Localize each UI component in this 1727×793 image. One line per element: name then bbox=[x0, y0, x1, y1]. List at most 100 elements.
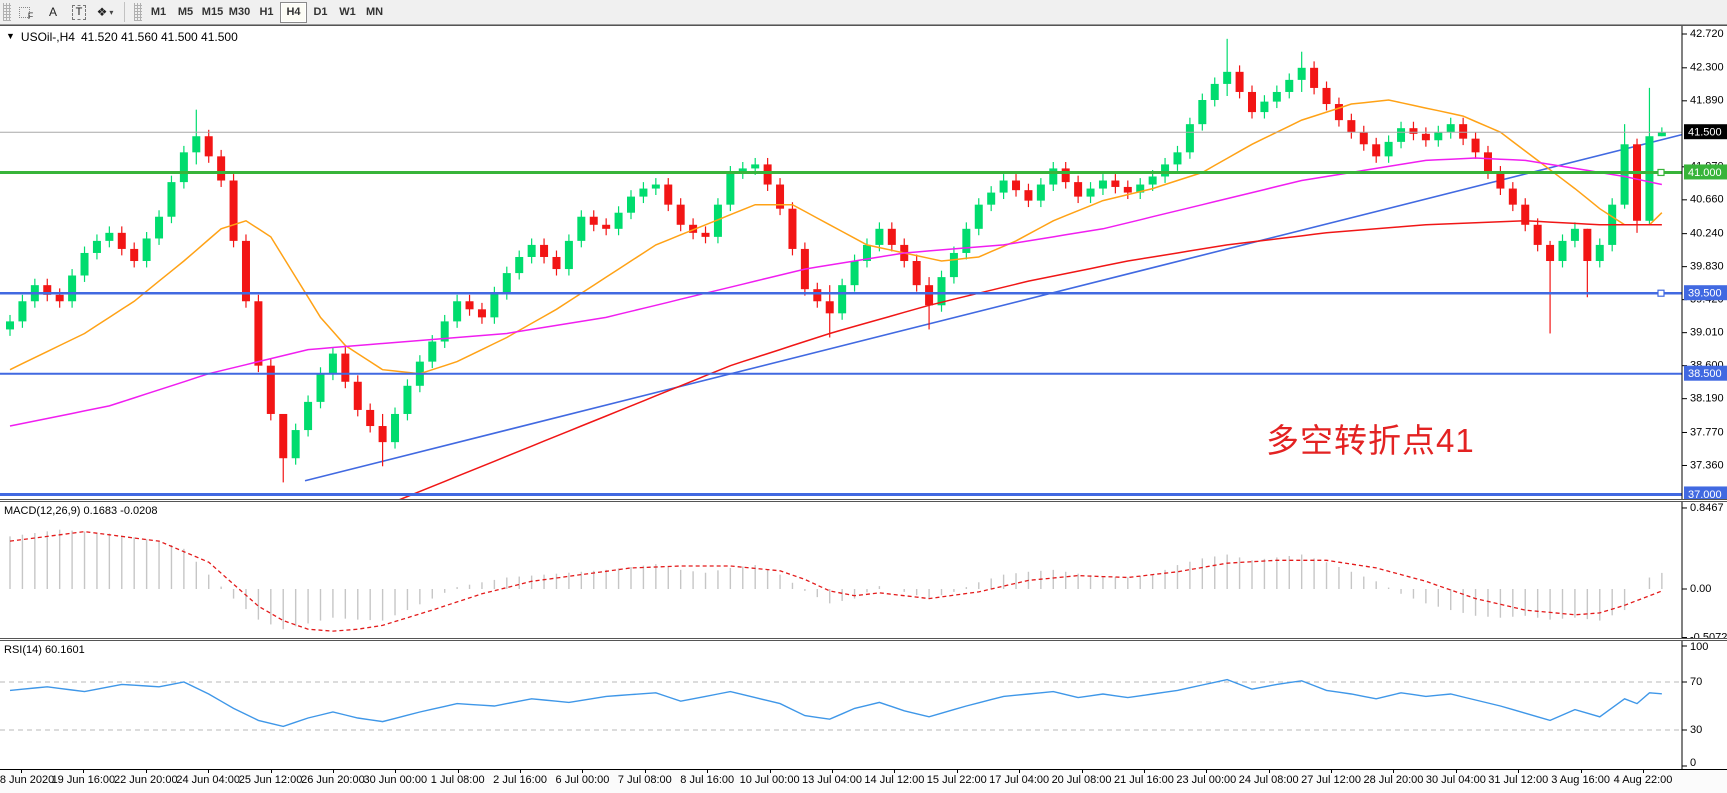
candle-body bbox=[366, 409, 375, 427]
time-label: 1 Jul 08:00 bbox=[430, 774, 485, 786]
candle-body bbox=[564, 240, 573, 270]
candle-body bbox=[1297, 67, 1306, 80]
price-badge-label: 39.500 bbox=[1688, 288, 1722, 300]
candle-body bbox=[1272, 91, 1281, 102]
toolbar-grip[interactable] bbox=[3, 3, 11, 21]
candle-body bbox=[1260, 101, 1269, 113]
timeframe-button-h1[interactable]: H1 bbox=[259, 6, 274, 18]
candle-body bbox=[266, 365, 275, 414]
timeframe-button-m30[interactable]: M30 bbox=[228, 6, 251, 18]
level-handle-39.500[interactable] bbox=[1657, 289, 1665, 297]
candle-body bbox=[1086, 188, 1095, 197]
candle-body bbox=[1210, 83, 1219, 101]
candles bbox=[6, 38, 1666, 483]
candle-body bbox=[403, 385, 412, 414]
candle-body bbox=[1595, 244, 1604, 262]
ma-slow-red[interactable] bbox=[10, 220, 1662, 500]
candle-body bbox=[813, 289, 822, 302]
candle-body bbox=[1496, 172, 1505, 189]
trendline[interactable] bbox=[304, 133, 1683, 482]
time-label: 21 Jul 16:00 bbox=[1113, 774, 1174, 786]
time-label: 3 Aug 16:00 bbox=[1551, 774, 1610, 786]
price-tick-label: 38.190 bbox=[1690, 393, 1724, 405]
timeframe-button-m5[interactable]: M5 bbox=[177, 6, 194, 18]
cursor-glyph: ❖ bbox=[96, 5, 108, 19]
ma-fast-orange[interactable] bbox=[9, 99, 1663, 375]
time-label: 24 Jun 04:00 bbox=[176, 774, 240, 786]
ma-mid-magenta[interactable] bbox=[9, 157, 1663, 427]
time-label: 28 Jul 20:00 bbox=[1363, 774, 1424, 786]
macd-signal-line bbox=[9, 530, 1663, 632]
time-tick bbox=[1081, 770, 1083, 773]
candle-body bbox=[1347, 120, 1356, 133]
rsi-tick-label: 70 bbox=[1690, 676, 1702, 688]
timeframe-button-h4[interactable]: H4 bbox=[280, 1, 307, 23]
candle-body bbox=[68, 275, 77, 302]
price-tick-label: 41.890 bbox=[1690, 95, 1724, 107]
candle-body bbox=[1098, 180, 1107, 189]
candle-body bbox=[6, 321, 14, 330]
candle-body bbox=[291, 430, 300, 459]
rsi-canvas[interactable]: 100 70 30 0 bbox=[0, 641, 1727, 769]
chart-annotation-text: 多空转折点41 bbox=[1266, 422, 1475, 459]
price-axis-bg[interactable] bbox=[1683, 26, 1727, 500]
candle-body bbox=[701, 232, 710, 237]
candle-body bbox=[788, 208, 797, 249]
candle-body bbox=[341, 353, 350, 382]
chart-title: ▼ USOil-,H4 41.520 41.560 41.500 41.500 bbox=[6, 30, 238, 44]
timeframe-button-d1[interactable]: D1 bbox=[313, 6, 328, 18]
price-badge-label: 38.500 bbox=[1688, 368, 1722, 380]
candle-body bbox=[1148, 176, 1157, 185]
time-label: 30 Jun 00:00 bbox=[363, 774, 428, 786]
templates-f-icon[interactable]: F bbox=[15, 2, 39, 23]
candle-body bbox=[440, 321, 449, 342]
textbox-t-icon[interactable]: T bbox=[67, 2, 91, 23]
level-handle-41.000[interactable] bbox=[1657, 168, 1665, 177]
collapse-arrow-icon[interactable]: ▼ bbox=[6, 31, 15, 41]
candle-body bbox=[18, 301, 27, 322]
candle-body bbox=[527, 244, 536, 257]
price-badge-label: 37.000 bbox=[1688, 489, 1722, 500]
candle-body bbox=[1434, 132, 1443, 141]
toolbar: F A T ❖ ▾ M1 M5 M15 M30 H1 H4 D1 W1 MN bbox=[0, 0, 1727, 25]
timeframe-button-m15[interactable]: M15 bbox=[201, 6, 224, 18]
candle-body bbox=[639, 188, 648, 197]
main-chart-panel: 42.72042.30041.89041.07040.66040.24039.8… bbox=[0, 25, 1727, 500]
candle-body bbox=[862, 244, 871, 262]
candle-body bbox=[1123, 186, 1132, 193]
rsi-panel: 100 70 30 0 bbox=[0, 641, 1727, 769]
candle-body bbox=[1372, 144, 1381, 157]
label-a-icon[interactable]: A bbox=[48, 5, 57, 19]
candle-body bbox=[949, 252, 958, 278]
toolbar-grip-2[interactable] bbox=[134, 3, 142, 21]
candle-body bbox=[428, 341, 437, 362]
candle-body bbox=[1074, 182, 1083, 197]
panel-separator[interactable] bbox=[0, 499, 1727, 502]
candle-body bbox=[515, 256, 524, 274]
candle-body bbox=[1024, 190, 1033, 201]
main-chart-canvas[interactable]: 42.72042.30041.89041.07040.66040.24039.8… bbox=[0, 26, 1727, 500]
timeframe-button-m1[interactable]: M1 bbox=[150, 6, 167, 18]
macd-panel: 0.8467 0.00 -0.5072 bbox=[0, 502, 1727, 638]
candle-body bbox=[999, 180, 1008, 193]
time-tick bbox=[582, 770, 584, 773]
time-label: 27 Jul 12:00 bbox=[1301, 774, 1362, 786]
timeframe-button-mn[interactable]: MN bbox=[365, 6, 384, 18]
candle-body bbox=[1322, 87, 1331, 105]
price-badge-41.000 bbox=[1684, 164, 1727, 180]
rsi-line bbox=[9, 678, 1662, 728]
candle-body bbox=[167, 182, 176, 217]
candle-body bbox=[1173, 152, 1182, 165]
timeframe-button-w1[interactable]: W1 bbox=[339, 6, 356, 18]
candle-body bbox=[1235, 71, 1244, 92]
time-label: 15 Jul 22:00 bbox=[926, 774, 987, 786]
macd-canvas[interactable]: 0.8467 0.00 -0.5072 bbox=[0, 502, 1727, 638]
cursor-tools-icon[interactable]: ❖ ▾ bbox=[93, 2, 117, 23]
drawing-tools-group: F A T ❖ ▾ bbox=[14, 2, 118, 23]
price-tick-label: 42.720 bbox=[1690, 28, 1724, 40]
candle-body bbox=[602, 224, 611, 229]
panel-separator-2[interactable] bbox=[0, 638, 1727, 641]
price-badge-label: 41.500 bbox=[1688, 127, 1722, 139]
candle-body bbox=[1223, 71, 1232, 84]
